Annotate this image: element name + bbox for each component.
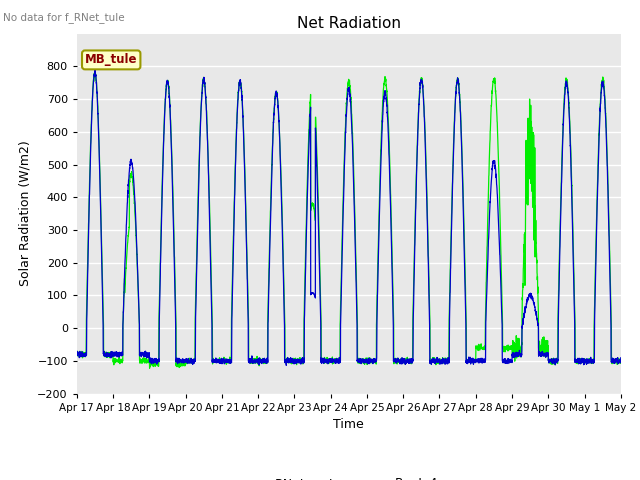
Text: No data for f_RNet_tule: No data for f_RNet_tule (3, 12, 125, 23)
X-axis label: Time: Time (333, 418, 364, 431)
Rnet_4way (91, 69, 99, 74)
Rnet_4way (471, 360, 479, 365)
Rnet_4way (616, 360, 624, 365)
Rnet_4way (73, 350, 81, 356)
Legend: RNet_wat, Rnet_4way: RNet_wat, Rnet_4way (229, 472, 468, 480)
RNet_wat (91, 67, 99, 72)
RNet_wat (329, 356, 337, 361)
Rnet_4way (329, 356, 337, 362)
RNet_wat (282, 362, 290, 368)
Rnet_4way (441, 356, 449, 362)
RNet_wat (171, 275, 179, 280)
RNet_wat (502, 358, 509, 364)
RNet_wat (616, 359, 624, 365)
Line: Rnet_4way: Rnet_4way (77, 72, 621, 368)
Rnet_4way (617, 356, 625, 361)
RNet_wat (441, 358, 449, 363)
RNet_wat (471, 356, 479, 362)
Rnet_4way (171, 268, 179, 274)
Line: RNet_wat: RNet_wat (77, 70, 621, 365)
Y-axis label: Solar Radiation (W/m2): Solar Radiation (W/m2) (19, 141, 32, 287)
RNet_wat (617, 355, 625, 360)
Rnet_4way (502, 347, 509, 352)
Text: MB_tule: MB_tule (85, 53, 138, 66)
Title: Net Radiation: Net Radiation (297, 16, 401, 31)
Rnet_4way (146, 365, 154, 371)
RNet_wat (73, 349, 81, 355)
